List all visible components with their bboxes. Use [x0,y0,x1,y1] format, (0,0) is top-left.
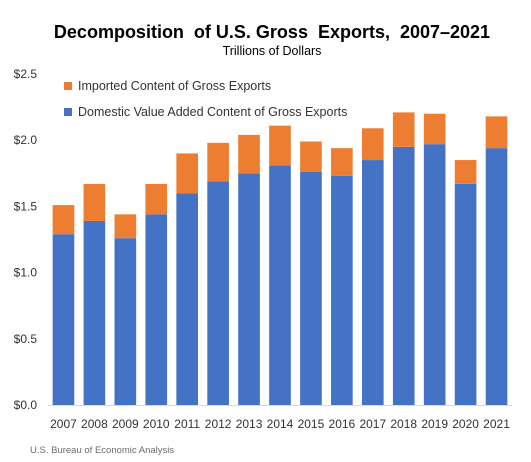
x-tick-label: 2015 [298,417,325,431]
bar-imported-2016 [331,148,353,176]
x-tick-label: 2010 [143,417,170,431]
legend-swatch [64,82,72,90]
bar-domestic-2010 [145,214,168,405]
legend-swatch [64,108,72,116]
y-tick-label: $0.0 [14,398,38,412]
x-tick-label: 2018 [390,417,417,431]
bar-domestic-2017 [361,160,384,405]
bar-imported-2012 [207,142,229,182]
bar-domestic-2011 [176,193,199,405]
y-tick-label: $1.5 [14,199,38,213]
x-tick-label: 2008 [81,417,108,431]
chart-title: Decomposition of U.S. Gross Exports, 200… [54,22,490,42]
x-tick-label: 2021 [483,417,510,431]
x-tick-label: 2013 [236,417,263,431]
bar-domestic-2008 [83,220,106,405]
bar-imported-2018 [392,112,415,147]
bar-imported-2009 [114,214,137,239]
x-tick-label: 2009 [112,417,139,431]
bar-domestic-2009 [114,238,137,405]
x-tick-label: 2011 [174,417,200,431]
bar-domestic-2020 [454,183,477,405]
x-tick-label: 2007 [50,417,77,431]
bar-imported-2021 [485,116,508,149]
x-axis: 2007 2008 2009 2010 2011 2012 2013 2014 2015 2016… [48,405,512,431]
x-tick-label: 2012 [205,417,232,431]
bar-imported-2010 [145,183,168,215]
y-tick-label: $0.5 [14,332,38,346]
bar-imported-2015 [300,141,322,172]
bar-domestic-2014 [269,165,291,405]
bar-imported-2020 [454,160,477,184]
y-tick-label: $1.0 [14,266,38,280]
y-tick-label: $2.5 [14,67,38,81]
bar-imported-2013 [238,134,260,174]
y-axis: $0.0 $0.5 $1.0 $1.5 $2.0 $2.5 [14,67,38,412]
x-tick-label: 2017 [359,417,386,431]
bar-imported-2007 [52,205,75,235]
bars [52,112,508,406]
bar-domestic-2015 [300,171,322,405]
bar-domestic-2012 [207,181,229,405]
y-tick-label: $2.0 [14,133,38,147]
x-tick-label: 2019 [421,417,448,431]
bar-domestic-2021 [485,148,508,405]
bar-imported-2017 [361,128,384,161]
legend-label: Domestic Value Added Content of Gross Ex… [78,105,347,119]
legend-label: Imported Content of Gross Exports [78,79,271,93]
chart-subtitle: Trillions of Dollars [223,44,322,58]
bar-domestic-2019 [423,144,446,406]
bar-imported-2014 [269,125,291,166]
bar-domestic-2016 [331,175,353,405]
source-note: U.S. Bureau of Economic Analysis [30,445,174,456]
x-tick-label: 2020 [452,417,479,431]
bar-domestic-2018 [392,146,415,405]
bar-imported-2011 [176,153,199,194]
legend: Imported Content of Gross Exports Domesti… [64,79,347,119]
x-tick-label: 2016 [329,417,356,431]
bar-domestic-2013 [238,173,260,405]
bar-domestic-2007 [52,234,75,405]
x-tick-label: 2014 [267,417,294,431]
bar-imported-2019 [423,113,446,145]
bar-imported-2008 [83,183,106,221]
